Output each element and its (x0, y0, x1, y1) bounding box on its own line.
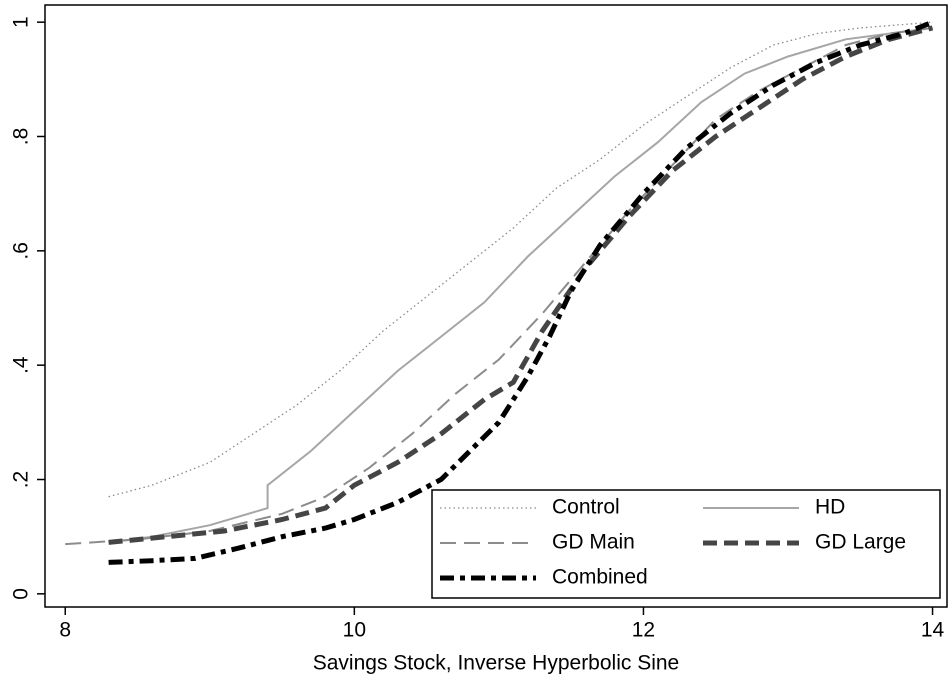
legend-label: GD Main (552, 531, 635, 554)
series-line (108, 21, 933, 498)
legend-label: Combined (552, 566, 648, 589)
series-line (108, 25, 934, 545)
x-tick-label: 12 (632, 619, 655, 642)
series-line (108, 19, 934, 565)
y-tick-label: .4 (10, 356, 33, 374)
legend-label: GD Large (815, 531, 906, 554)
legend-label: Control (552, 496, 620, 519)
plot-frame (44, 4, 948, 608)
series-line (108, 26, 933, 544)
x-axis-label: Savings Stock, Inverse Hyperbolic Sine (313, 652, 680, 675)
y-tick-label: .8 (10, 128, 33, 146)
x-tick-label: 10 (343, 619, 366, 642)
y-tick-label: 0 (10, 588, 33, 600)
y-tick-label: .2 (10, 471, 33, 489)
legend-label: HD (815, 496, 845, 519)
x-tick-label: 8 (59, 619, 71, 642)
y-tick-label: .6 (10, 242, 33, 260)
x-tick-label: 14 (921, 619, 945, 642)
y-tick-label: 1 (10, 16, 33, 28)
